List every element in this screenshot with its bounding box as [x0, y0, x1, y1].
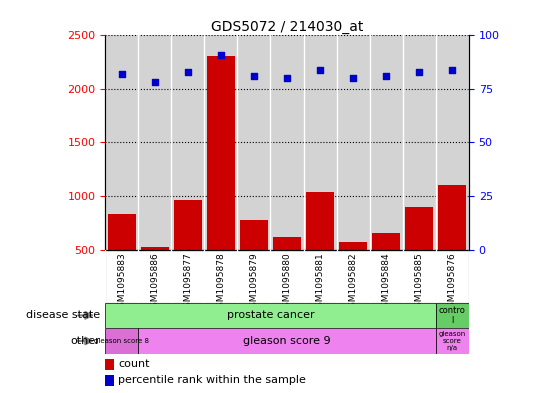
Text: GSM1095879: GSM1095879	[250, 252, 258, 313]
Bar	[141, 248, 169, 303]
Bar	[306, 192, 334, 303]
Bar	[339, 242, 367, 303]
Point	[118, 71, 126, 77]
Point	[316, 66, 324, 73]
Point	[382, 73, 391, 79]
Point	[183, 69, 192, 75]
Bar	[174, 200, 202, 303]
Text: contro
l: contro l	[439, 306, 466, 325]
Text: GSM1095878: GSM1095878	[216, 252, 225, 313]
Bar	[105, 375, 114, 386]
Bar	[105, 359, 114, 369]
Point	[250, 73, 258, 79]
Text: GSM1095886: GSM1095886	[150, 252, 159, 313]
Point	[415, 69, 424, 75]
Bar	[436, 303, 469, 328]
Bar	[405, 207, 433, 303]
Text: prostate cancer: prostate cancer	[227, 310, 314, 320]
Bar	[207, 56, 235, 303]
Bar	[240, 220, 268, 303]
Text: gleason score 8: gleason score 8	[94, 338, 149, 344]
Point	[217, 51, 225, 58]
Text: GSM1095881: GSM1095881	[316, 252, 324, 313]
Text: GSM1095884: GSM1095884	[382, 252, 391, 313]
Text: disease state: disease state	[25, 310, 100, 320]
Bar	[138, 328, 436, 354]
Point	[349, 75, 357, 81]
Bar	[372, 233, 400, 303]
Bar	[108, 214, 136, 303]
Bar	[273, 237, 301, 303]
Title: GDS5072 / 214030_at: GDS5072 / 214030_at	[211, 20, 363, 34]
Text: GSM1095877: GSM1095877	[183, 252, 192, 313]
Text: count: count	[118, 359, 150, 369]
Text: GSM1095883: GSM1095883	[117, 252, 126, 313]
Point	[283, 75, 292, 81]
Bar	[438, 185, 466, 303]
Bar	[105, 328, 138, 354]
Text: gleason
score
n/a: gleason score n/a	[439, 331, 466, 351]
Text: GSM1095880: GSM1095880	[282, 252, 292, 313]
Point	[448, 66, 457, 73]
Text: GSM1095885: GSM1095885	[415, 252, 424, 313]
Bar	[436, 328, 469, 354]
Text: percentile rank within the sample: percentile rank within the sample	[118, 375, 306, 385]
Text: GSM1095882: GSM1095882	[349, 252, 358, 313]
Text: gleason score 9: gleason score 9	[243, 336, 331, 346]
Text: other: other	[70, 336, 100, 346]
Text: GSM1095876: GSM1095876	[448, 252, 457, 313]
Point	[150, 79, 159, 86]
